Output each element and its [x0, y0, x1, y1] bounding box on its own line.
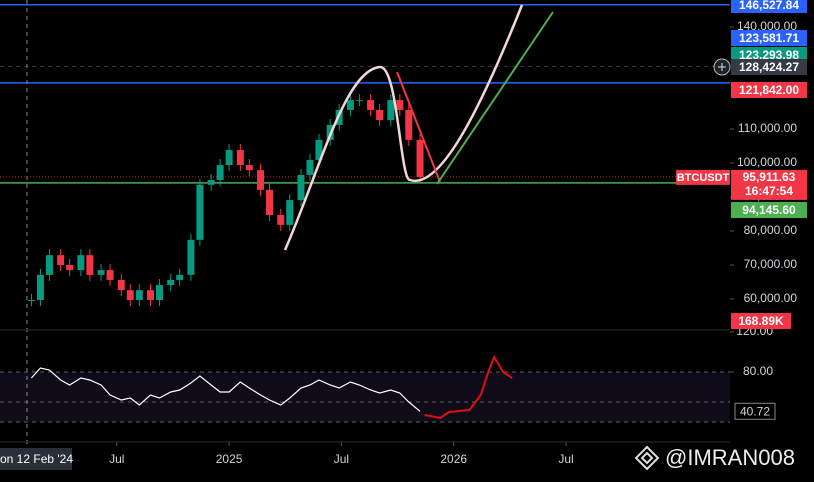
candle — [57, 255, 65, 265]
level-label: 128,424.27 — [739, 60, 799, 74]
rsi-band-fill — [0, 372, 730, 422]
candle — [216, 165, 224, 180]
symbol-tag-bg — [676, 169, 730, 185]
candle — [117, 279, 125, 291]
level-label-bg — [731, 30, 807, 46]
level-label: 146,527.84 — [739, 0, 799, 12]
candle — [66, 264, 74, 271]
countdown-label: 16:47:54 — [745, 184, 793, 198]
candle — [27, 300, 35, 302]
y-tick-label: 70,000.00 — [744, 257, 798, 271]
y-tick-label: 80,000.00 — [744, 223, 798, 237]
level-label-bg — [731, 0, 807, 13]
level-label-bg — [731, 82, 807, 98]
candle — [367, 100, 375, 110]
candle — [86, 255, 94, 275]
drawn-red-line — [396, 71, 441, 183]
candle — [266, 189, 274, 216]
level-label-bg — [731, 202, 807, 218]
candle — [346, 100, 354, 110]
candle — [187, 239, 195, 275]
rsi-line — [30, 367, 421, 412]
drawn-curve — [283, 4, 524, 251]
candle — [245, 165, 253, 171]
last-price-label: 95,911.63 — [743, 170, 796, 184]
candle — [106, 270, 114, 280]
rsi-projection — [424, 354, 513, 420]
level-label: 121,842.00 — [739, 83, 799, 97]
candle — [146, 290, 154, 301]
candle — [277, 215, 285, 225]
volume-label: 168.89K — [738, 314, 784, 328]
candle — [196, 184, 204, 240]
candle — [36, 274, 44, 301]
candle — [355, 100, 363, 102]
candle — [225, 150, 233, 166]
candle — [135, 290, 143, 301]
candle — [97, 270, 105, 275]
y-tick-label: 100,000.00 — [737, 155, 797, 169]
grid-layer — [0, 4, 734, 446]
y-tick-label: 140,000.00 — [737, 19, 797, 33]
x-tick-label: Jul — [558, 452, 573, 466]
symbol-tag: BTCUSDT — [677, 172, 730, 184]
overlay-layer: 60,000.0070,000.0080,000.0090,000.00100,… — [0, 0, 807, 470]
candle — [416, 139, 424, 177]
x-tick-label: Jul — [334, 452, 349, 466]
candle — [396, 100, 404, 110]
rsi-value-label: 40.72 — [740, 404, 770, 418]
candle — [155, 285, 163, 301]
level-label: 94,145.60 — [742, 203, 796, 217]
candle — [286, 200, 294, 225]
level-label-bg — [731, 59, 807, 75]
candle — [306, 159, 314, 175]
last-price-bg — [731, 169, 807, 200]
candle — [126, 290, 134, 301]
candle — [376, 109, 384, 121]
level-label: 123,581.71 — [739, 31, 799, 45]
candle — [387, 100, 395, 121]
x-tick-label: Jul — [109, 452, 124, 466]
y-tick-label: 110,000.00 — [738, 121, 797, 135]
rsi-y-tick-label: 80.00 — [743, 364, 773, 378]
candle — [167, 279, 175, 286]
candle — [297, 174, 305, 201]
candle — [315, 139, 323, 160]
crosshair-date: on 12 Feb '24 — [0, 452, 73, 466]
candle — [257, 170, 265, 190]
y-tick-label: 60,000.00 — [744, 291, 798, 305]
crosshair-date-bg — [0, 448, 72, 470]
rsi-value-label-bg — [734, 402, 776, 420]
watermark: @IMRAN008 — [665, 445, 795, 470]
volume-label-bg — [731, 313, 791, 329]
candle — [45, 255, 53, 275]
x-tick-label: 2025 — [216, 452, 243, 466]
add-icon — [718, 63, 726, 71]
level-label: 123,293.98 — [739, 48, 799, 62]
drawn-green-line — [436, 11, 554, 185]
x-tick-label: 2026 — [440, 452, 467, 466]
candle — [405, 109, 413, 140]
candle — [176, 274, 184, 280]
candle — [207, 179, 215, 185]
candle — [77, 255, 85, 271]
candle — [236, 150, 244, 166]
logo — [634, 445, 660, 471]
